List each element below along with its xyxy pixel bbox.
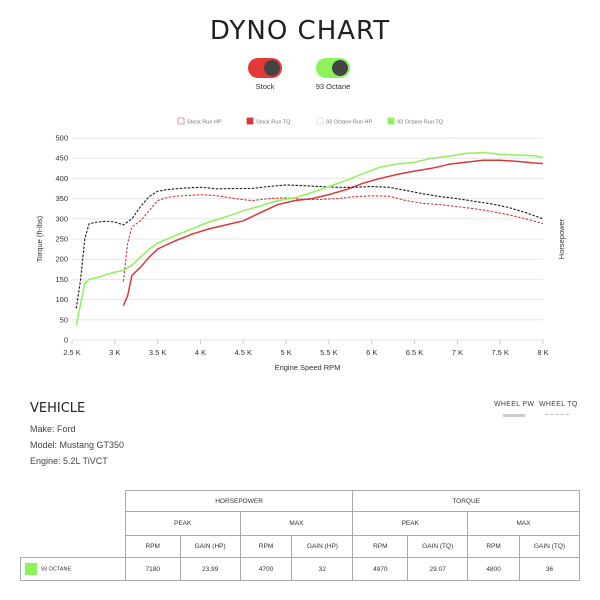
table-cell: 4700 (239, 557, 293, 581)
column-header: RPM (352, 535, 409, 558)
wheel-power-indicator (503, 414, 525, 417)
x-tick-label: 3.5 K (149, 348, 167, 357)
y-axis-label: Torque (ft-lbs) (35, 215, 44, 262)
series-line-3 (75, 151, 544, 327)
x-axis-label: Engine Speed RPM (275, 363, 341, 372)
tq-max-header: MAX (467, 511, 580, 536)
y-tick-label: 250 (55, 235, 68, 244)
page-title: DYNO CHART (209, 16, 391, 46)
table-cell: 36 (519, 557, 580, 581)
row-label: 93 OCTANE (41, 566, 72, 573)
y-tick-label: 0 (64, 336, 68, 345)
column-header: GAIN (TQ) (519, 535, 580, 558)
y-tick-label: 200 (55, 255, 68, 264)
stock-toggle-label: Stock (255, 82, 275, 91)
hp-peak-header: PEAK (124, 511, 241, 536)
x-tick-label: 3 K (109, 348, 120, 357)
y-tick-label: 500 (55, 134, 68, 143)
vehicle-engine: Engine: 5.2L TiVCT (30, 456, 108, 466)
legend-label: Stock Run TQ (256, 120, 291, 126)
y-tick-label: 350 (55, 194, 68, 203)
x-tick-label: 5 K (280, 348, 291, 357)
y-tick-label: 100 (55, 295, 68, 304)
table-cell: 7180 (124, 557, 181, 581)
vehicle-make: Make: Ford (30, 424, 76, 434)
x-tick-label: 7 K (452, 348, 463, 357)
y-tick-label: 450 (55, 154, 68, 163)
x-tick-label: 4.5 K (235, 348, 253, 357)
hp-max-header: MAX (239, 511, 354, 536)
column-header: GAIN (HP) (179, 535, 241, 558)
series-line-2 (75, 184, 544, 309)
legend-label: 93 Octane Run HP (326, 120, 372, 126)
column-header: RPM (239, 535, 293, 558)
toggle-knob (264, 60, 280, 76)
table-cell: 29.07 (407, 557, 469, 581)
y-tick-label: 400 (55, 174, 68, 183)
stock-toggle-group: Stock (235, 58, 295, 91)
legend-label: Stock Run HP (187, 120, 222, 126)
column-header: RPM (467, 535, 521, 558)
results-table: HORSEPOWER TORQUE PEAK MAX PEAK MAX RPM … (20, 490, 580, 581)
x-tick-label: 4 K (195, 348, 206, 357)
column-header: GAIN (HP) (291, 535, 354, 558)
table-row: 93 OCTANE 7180 23.99 4700 32 4970 29.07 … (20, 557, 580, 581)
table-cell: 23.99 (179, 557, 241, 581)
x-tick-label: 8 K (537, 348, 548, 357)
y-tick-label: 150 (55, 275, 68, 284)
legend-swatch (316, 117, 324, 125)
legend-label: 93 Octane Run TQ (397, 120, 444, 126)
legend-swatch (246, 117, 254, 125)
row-label-cell: 93 OCTANE (20, 557, 126, 581)
column-header: RPM (124, 535, 181, 558)
series-line-0 (122, 194, 544, 282)
table-cell: 32 (291, 557, 354, 581)
table-cell: 4970 (352, 557, 409, 581)
series-line-1 (122, 159, 544, 306)
octane-toggle-group: 93 Octane (303, 58, 363, 91)
vehicle-model: Model: Mustang GT350 (30, 440, 125, 450)
x-tick-label: 5.5 K (320, 348, 338, 357)
legend-swatch (387, 117, 395, 125)
wheel-torque-tab[interactable]: WHEEL TQ (539, 401, 578, 408)
table-cell: 4800 (467, 557, 521, 581)
torque-group-header: TORQUE (352, 490, 580, 512)
tq-peak-header: PEAK (352, 511, 469, 536)
wheel-power-tab[interactable]: WHEEL PW (494, 401, 535, 408)
x-tick-label: 6 K (366, 348, 377, 357)
y2-axis-label: Horsepower (557, 218, 566, 259)
y-tick-label: 50 (60, 315, 68, 324)
x-tick-label: 6.5 K (406, 348, 424, 357)
vehicle-heading: VEHICLE (30, 401, 86, 416)
toggle-knob (332, 60, 348, 76)
horsepower-group-header: HORSEPOWER (124, 490, 354, 512)
row-color-swatch (25, 563, 37, 575)
stock-toggle[interactable] (248, 58, 282, 78)
x-tick-label: 7.5 K (491, 348, 509, 357)
octane-toggle-label: 93 Octane (315, 82, 351, 91)
x-tick-label: 2.5 K (63, 348, 81, 357)
legend-swatch (177, 117, 185, 125)
y-tick-label: 300 (55, 214, 68, 223)
wheel-torque-indicator (545, 414, 569, 415)
octane-toggle[interactable] (316, 58, 350, 78)
dyno-chart: 0 50 100 150 200 250 300 350 400 450 500 2.5 K 3 K 3.… (35, 117, 566, 372)
column-header: GAIN (TQ) (407, 535, 469, 558)
